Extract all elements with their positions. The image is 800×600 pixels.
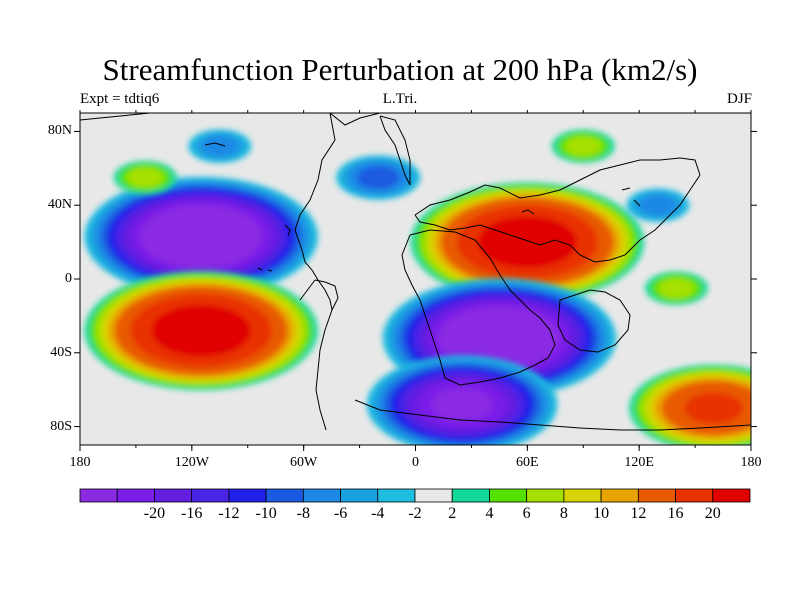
anomaly-australia — [644, 271, 708, 306]
contour-fill-level — [151, 304, 251, 357]
colorbar-box — [563, 488, 602, 503]
colorbar-label: -12 — [218, 505, 240, 522]
y-tick-label: 80S — [50, 418, 72, 434]
colorbar-label: -4 — [371, 505, 385, 522]
anomaly-n-atlantic-arctic — [336, 155, 421, 200]
experiment-label: Expt = tdtiq6 — [80, 91, 160, 107]
anomaly-far-s-pacific — [629, 364, 751, 445]
domain-label: L.Tri. — [382, 91, 418, 107]
coastline-islands — [204, 142, 641, 272]
anomaly-subtropical-s-pacific — [84, 270, 318, 391]
x-tick-label: 180 — [69, 455, 91, 470]
anomaly-subtropical-n-pacific-n-america — [84, 176, 318, 297]
colorbar-label: -10 — [255, 505, 277, 522]
colorbar-box — [414, 488, 453, 503]
contour-fill-level — [477, 216, 577, 269]
colorbar-label: -2 — [408, 505, 422, 522]
coastline-australia — [557, 289, 631, 353]
colorbar-box — [191, 488, 230, 503]
coastline-africa — [401, 229, 556, 386]
colorbar-label: 8 — [559, 505, 568, 522]
colorbar-box — [600, 488, 639, 503]
colorbar-box — [228, 488, 267, 503]
contour-fill-level — [431, 387, 493, 421]
colorbar-box — [302, 488, 341, 503]
anomaly-s-ocean-south-of-africa — [366, 355, 558, 445]
figure-title: Streamfunction Perturbation at 200 hPa (… — [102, 52, 698, 87]
contour-fill-level — [449, 312, 549, 364]
contour-fill-level — [658, 277, 695, 299]
colorbar-box — [526, 488, 565, 503]
coastline-antarctica — [354, 399, 751, 431]
x-tick-label: 120E — [624, 455, 654, 470]
colorbar-box — [489, 488, 528, 503]
colorbar-label: 10 — [593, 505, 610, 522]
colorbar-box — [265, 488, 304, 503]
coastline-south-america — [299, 279, 339, 431]
colorbar-label: -6 — [333, 505, 348, 522]
colorbar-box — [116, 488, 155, 503]
y-tick-label: 40N — [47, 197, 72, 213]
contour-fills — [84, 129, 751, 445]
coastline-north-america — [80, 113, 381, 311]
colorbar-label: 6 — [522, 505, 531, 522]
colorbar-box — [154, 488, 193, 503]
contour-fill-level — [564, 135, 602, 157]
contour-fill-level — [201, 135, 239, 157]
y-tick-label: 0 — [65, 271, 72, 286]
contour-fill-level — [684, 392, 743, 424]
y-tick-label: 40S — [50, 344, 72, 360]
colorbar-label: 2 — [448, 505, 457, 522]
colorbar-label: -16 — [180, 505, 203, 522]
colorbar-label: -20 — [143, 505, 166, 522]
colorbar-label: 4 — [485, 505, 494, 522]
colorbar-label: 20 — [704, 505, 721, 522]
contour-fill-level — [357, 165, 400, 190]
colorbar-box — [340, 488, 379, 503]
colorbar-box — [451, 488, 490, 503]
coastline-greenland — [379, 115, 411, 186]
map-axes — [74, 110, 757, 451]
y-tick-label: 80N — [47, 123, 72, 139]
anomaly-e-asia — [626, 188, 690, 223]
contour-fill-level — [126, 167, 164, 188]
colorbar-box — [712, 488, 751, 503]
colorbar-box — [79, 488, 118, 503]
contour-fill-level — [639, 194, 677, 216]
colorbar-box — [377, 488, 416, 503]
anomaly-n-africa-s-asia — [410, 182, 645, 302]
x-tick-label: 180 — [740, 455, 762, 470]
colorbar-label: 16 — [667, 505, 684, 522]
coastline-eurasia — [414, 157, 701, 263]
anomaly-n-pacific-high-latitudes — [113, 160, 177, 195]
x-tick-label: 60W — [290, 455, 318, 470]
coastlines — [80, 113, 751, 431]
season-label: DJF — [726, 91, 752, 107]
contour-fill-level — [151, 210, 251, 263]
colorbar-box — [675, 488, 714, 503]
x-tick-label: 120W — [174, 455, 209, 470]
x-tick-label: 0 — [412, 455, 419, 470]
colorbar-label: -8 — [296, 505, 310, 522]
x-tick-label: 60E — [516, 455, 539, 470]
anomaly-siberia — [551, 129, 615, 164]
colorbar-box — [637, 488, 676, 503]
colorbar — [79, 488, 751, 503]
colorbar-label: 12 — [630, 505, 647, 522]
anomaly-ne-pacific-canada — [188, 129, 252, 164]
